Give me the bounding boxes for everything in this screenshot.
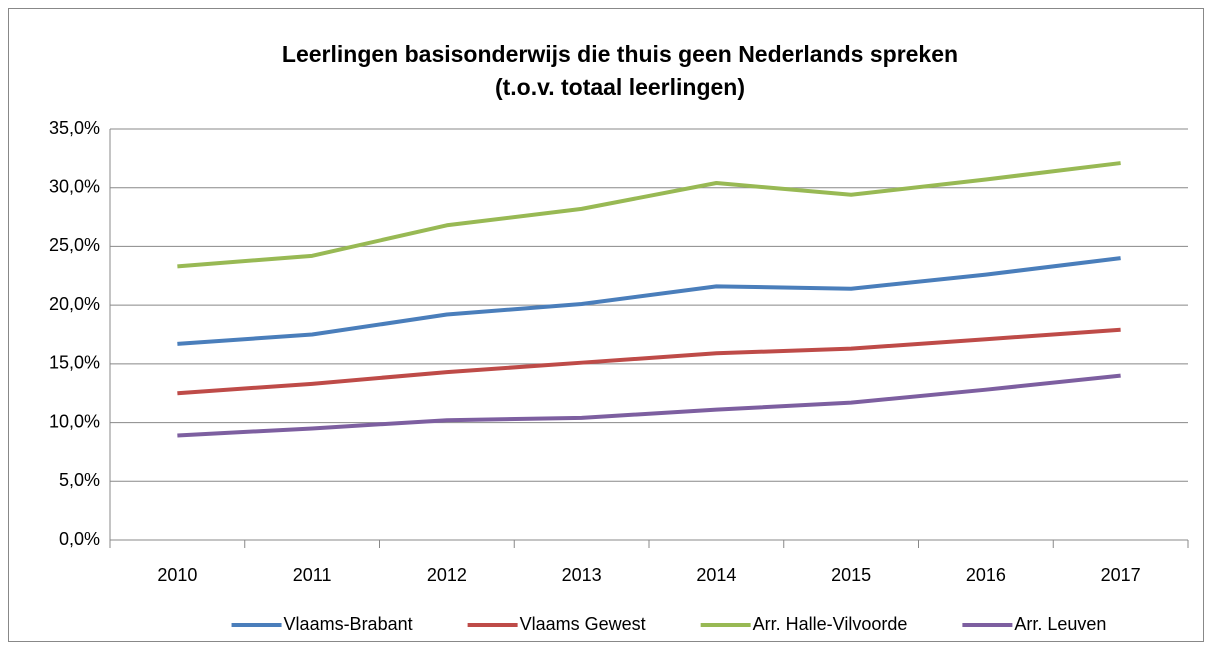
y-tick-label: 30,0% [49,176,100,196]
series-line [177,256,1121,346]
y-tick-label: 0,0% [59,529,100,549]
y-tick-label: 5,0% [59,470,100,490]
x-tick-label: 2016 [966,565,1006,585]
y-tick-label: 15,0% [49,353,100,373]
x-tick-label: 2014 [696,565,736,585]
x-tick-label: 2010 [157,565,197,585]
x-tick-label: 2013 [562,565,602,585]
chart-border [8,8,1204,642]
y-tick-label: 20,0% [49,294,100,314]
x-tick-label: 2017 [1101,565,1141,585]
legend-label: Vlaams-Brabant [284,614,413,634]
x-tick-label: 2015 [831,565,871,585]
series-line [177,161,1121,269]
series-line [177,327,1121,396]
y-tick-label: 35,0% [49,118,100,138]
x-tick-label: 2011 [293,565,332,585]
chart-title: Leerlingen basisonderwijs die thuis geen… [282,41,958,67]
series-line [177,373,1121,438]
y-tick-label: 25,0% [49,235,100,255]
legend-label: Arr. Halle-Vilvoorde [753,614,908,634]
legend-label: Arr. Leuven [1014,614,1106,634]
legend-label: Vlaams Gewest [520,614,646,634]
x-tick-label: 2012 [427,565,467,585]
chart-subtitle: (t.o.v. totaal leerlingen) [495,74,745,100]
y-tick-label: 10,0% [49,411,100,431]
